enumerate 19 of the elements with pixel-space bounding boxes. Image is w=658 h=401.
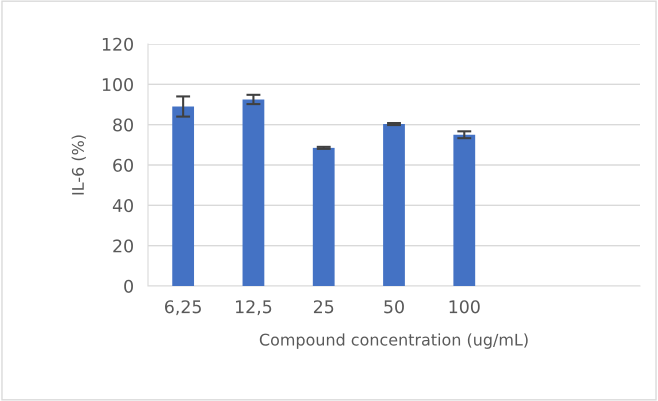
x-tick-label: 12,5: [236, 300, 272, 316]
y-tick-label: 0: [124, 280, 133, 293]
y-tick-label: 120: [102, 38, 133, 51]
x-tick-label: 50: [384, 300, 404, 314]
y-tick-label: 60: [113, 158, 133, 172]
y-axis-title: IL-6 (%): [72, 135, 86, 194]
bar: [172, 106, 194, 286]
y-tick-label: 20: [113, 239, 133, 253]
x-tick-label: 6,25: [165, 300, 201, 316]
x-axis-title: Compound concentration (ug/mL): [260, 333, 528, 349]
bar: [383, 124, 405, 286]
y-tick-label: 80: [113, 118, 133, 132]
x-tick-label: 25: [314, 300, 334, 314]
y-tick-label: 40: [112, 199, 133, 212]
bar: [242, 99, 264, 286]
y-tick-label: 100: [102, 78, 133, 92]
x-tick-label: 100: [450, 300, 480, 314]
bar: [312, 148, 335, 286]
bar: [453, 134, 476, 286]
